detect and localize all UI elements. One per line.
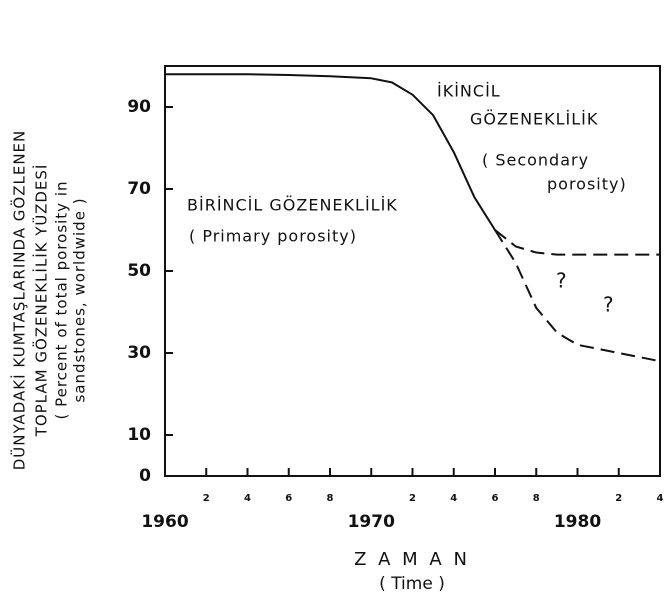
y-tick-label: 90 [127, 97, 151, 117]
x-tick-label: 4 [450, 493, 457, 504]
x-axis-label: Z A M A N [354, 549, 470, 570]
y-axis-label: TOPLAM GÖZENEKLİLİK YÜZDESİ [32, 164, 51, 438]
annotation: İKİNCİL [437, 82, 501, 101]
x-tick-label: 1980 [554, 512, 601, 532]
annotation: ( Secondary [482, 151, 589, 170]
annotation: BİRİNCİL GÖZENEKLİLİK [187, 196, 398, 215]
x-axis-label: ( Time ) [379, 574, 445, 594]
y-tick-label: 10 [127, 425, 151, 445]
y-axis-label: DÜNYADAKİ KUMTAŞLARINDA GÖZLENEN [10, 130, 29, 471]
x-tick-label: 4 [657, 493, 664, 504]
x-tick-label: 6 [492, 493, 499, 504]
y-tick-label: 70 [127, 179, 151, 199]
y-tick-label: 50 [127, 261, 151, 281]
x-tick-label: 2 [615, 493, 622, 504]
series-line [165, 73, 496, 231]
annotation: ( Primary porosity) [189, 227, 357, 246]
annotation: porosity) [547, 175, 627, 194]
x-tick-label: 6 [285, 493, 292, 504]
annotation: GÖZENEKLİLİK [470, 110, 598, 129]
x-tick-label: 1960 [141, 512, 188, 532]
x-tick-label: 1970 [348, 512, 395, 532]
x-tick-label: 8 [533, 493, 540, 504]
y-axis-title: DÜNYADAKİ KUMTAŞLARINDA GÖZLENEN TOPLAM … [10, 130, 89, 471]
x-tick-label: 8 [327, 493, 334, 504]
x-tick-label: 4 [244, 493, 251, 504]
series-line [494, 229, 660, 256]
x-tick-label: 2 [409, 493, 416, 504]
y-tick-label: 0 [139, 466, 151, 486]
series-line [494, 229, 661, 363]
annotation: ? [603, 293, 615, 317]
annotation: ? [556, 269, 568, 293]
y-tick-label: 30 [127, 343, 151, 363]
y-axis-label: ( Percent of total porosity in [53, 180, 71, 419]
y-axis-label: sandstones, worldwide ) [71, 197, 89, 402]
x-tick-label: 2 [203, 493, 210, 504]
